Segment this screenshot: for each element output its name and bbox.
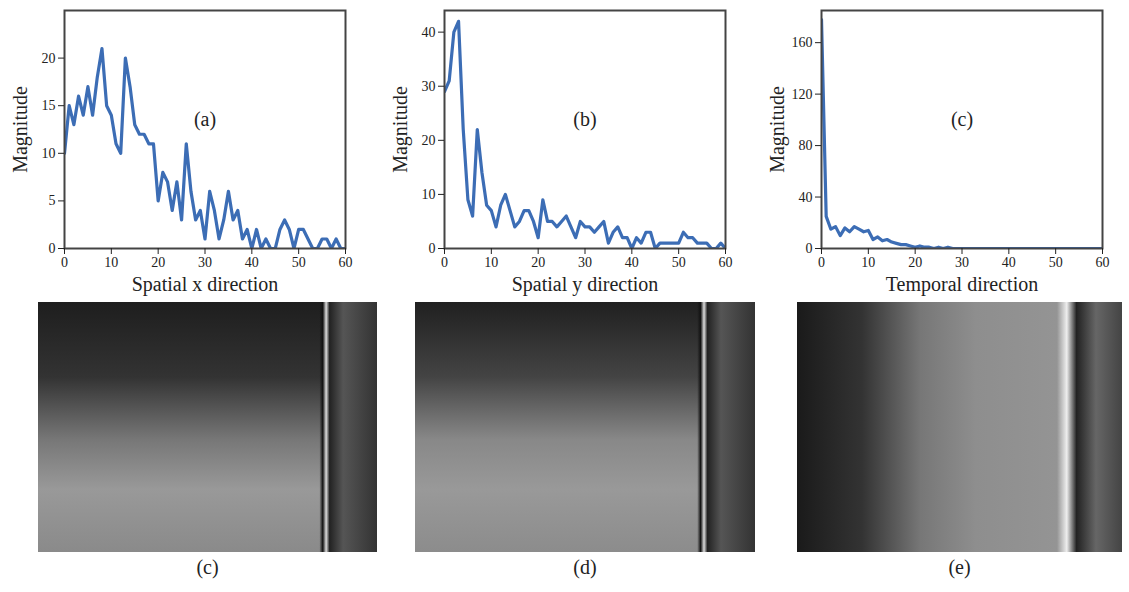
- svg-text:0: 0: [441, 255, 448, 270]
- svg-text:10: 10: [861, 255, 875, 270]
- svg-text:5: 5: [49, 193, 56, 208]
- svg-text:0: 0: [49, 241, 56, 256]
- svg-text:(c): (c): [951, 108, 973, 131]
- svg-text:10: 10: [484, 255, 498, 270]
- svg-text:0: 0: [818, 255, 825, 270]
- svg-text:30: 30: [198, 255, 212, 270]
- svg-text:60: 60: [719, 255, 733, 270]
- svg-text:(a): (a): [194, 108, 216, 131]
- svg-text:10: 10: [104, 255, 118, 270]
- svg-text:60: 60: [1096, 255, 1110, 270]
- svg-text:160: 160: [792, 35, 813, 50]
- svg-text:120: 120: [792, 87, 813, 102]
- svg-text:Temporal direction: Temporal direction: [886, 273, 1038, 296]
- svg-text:Spatial y direction: Spatial y direction: [512, 273, 659, 296]
- svg-text:20: 20: [42, 51, 56, 66]
- svg-text:Magnitude: Magnitude: [766, 86, 789, 173]
- svg-text:50: 50: [672, 255, 686, 270]
- svg-text:30: 30: [955, 255, 969, 270]
- svg-text:Magnitude: Magnitude: [389, 86, 412, 173]
- svg-text:40: 40: [422, 25, 436, 40]
- svg-text:30: 30: [422, 79, 436, 94]
- svg-text:60: 60: [339, 255, 353, 270]
- svg-text:40: 40: [1002, 255, 1016, 270]
- svg-text:40: 40: [799, 190, 813, 205]
- svg-text:0: 0: [61, 255, 68, 270]
- svg-text:30: 30: [578, 255, 592, 270]
- svg-text:50: 50: [292, 255, 306, 270]
- svg-text:10: 10: [42, 146, 56, 161]
- svg-text:Spatial x direction: Spatial x direction: [132, 273, 279, 296]
- svg-text:20: 20: [151, 255, 165, 270]
- svg-text:10: 10: [422, 187, 436, 202]
- html-text:(d): (d): [573, 556, 597, 578]
- html-text:(e): (e): [948, 556, 971, 578]
- svg-text:20: 20: [422, 133, 436, 148]
- svg-text:40: 40: [245, 255, 259, 270]
- svg-text:(b): (b): [573, 108, 596, 131]
- svg-text:80: 80: [799, 138, 813, 153]
- svg-text:0: 0: [429, 241, 436, 256]
- svg-text:20: 20: [908, 255, 922, 270]
- svg-text:50: 50: [1049, 255, 1063, 270]
- html-text:(c): (c): [196, 556, 219, 578]
- svg-text:40: 40: [625, 255, 639, 270]
- svg-text:0: 0: [806, 241, 813, 256]
- svg-text:20: 20: [531, 255, 545, 270]
- svg-text:15: 15: [42, 98, 56, 113]
- svg-text:Magnitude: Magnitude: [9, 86, 32, 173]
